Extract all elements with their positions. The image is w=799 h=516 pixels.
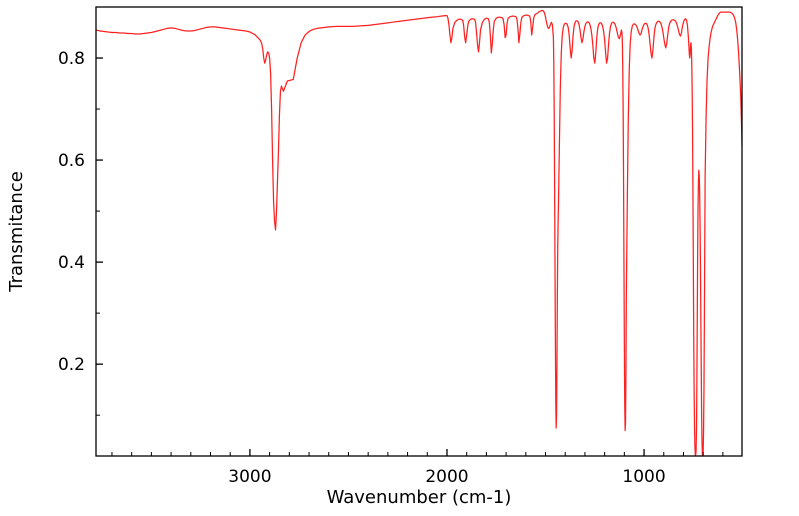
x-tick-label: 1000 [622, 467, 665, 487]
y-tick-label: 0.2 [58, 355, 85, 375]
plot-frame [95, 6, 743, 457]
spectrum-trace [96, 9, 742, 456]
y-tick-label: 0.4 [58, 253, 85, 273]
y-tick-label: 0.8 [58, 49, 85, 69]
y-tick-label: 0.6 [58, 151, 85, 171]
y-axis-title: Transmitance [6, 171, 27, 293]
x-tick-label: 3000 [228, 467, 271, 487]
x-tick-label: 2000 [425, 467, 468, 487]
x-axis-title: Wavenumber (cm-1) [327, 487, 512, 508]
